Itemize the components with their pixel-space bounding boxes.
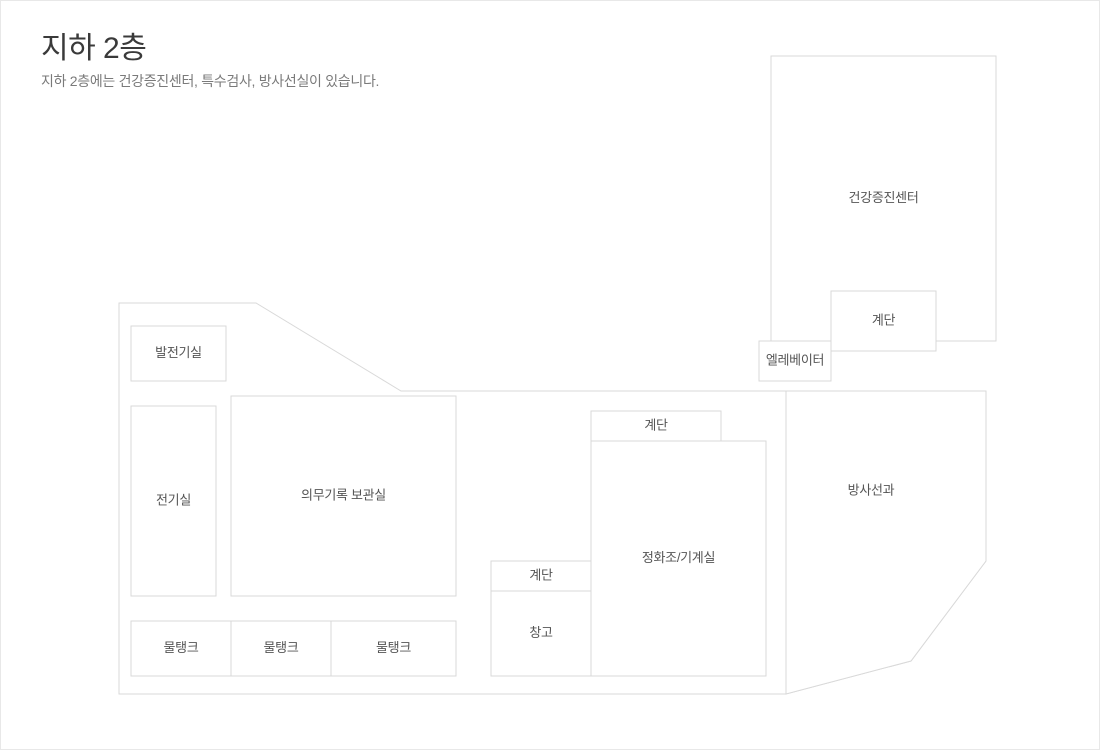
floorplan-frame: 지하 2층 지하 2층에는 건강증진센터, 특수검사, 방사선실이 있습니다. … xyxy=(0,0,1100,750)
room-label-septic-machine: 정화조/기계실 xyxy=(642,550,715,565)
room-label-stairs-top: 계단 xyxy=(872,312,896,327)
room-label-generator-room: 발전기실 xyxy=(155,345,202,360)
room-radiology xyxy=(786,391,986,694)
room-label-stairs-lower: 계단 xyxy=(529,567,553,582)
room-label-water-tank-2: 물탱크 xyxy=(264,640,299,655)
room-label-storage: 창고 xyxy=(529,625,553,640)
floorplan-svg: 건강증진센터계단엘레베이터발전기실전기실의무기록 보관실물탱크물탱크물탱크계단정… xyxy=(1,1,1100,751)
room-label-water-tank-3: 물탱크 xyxy=(376,640,411,655)
room-label-radiology: 방사선과 xyxy=(848,482,895,497)
room-label-records-room: 의무기록 보관실 xyxy=(301,487,386,502)
room-label-stairs-mid: 계단 xyxy=(644,417,668,432)
room-label-elevator: 엘레베이터 xyxy=(766,352,824,367)
room-label-water-tank-1: 물탱크 xyxy=(164,640,199,655)
room-label-health-center: 건강증진센터 xyxy=(849,190,919,205)
room-label-electric-room: 전기실 xyxy=(156,492,191,507)
